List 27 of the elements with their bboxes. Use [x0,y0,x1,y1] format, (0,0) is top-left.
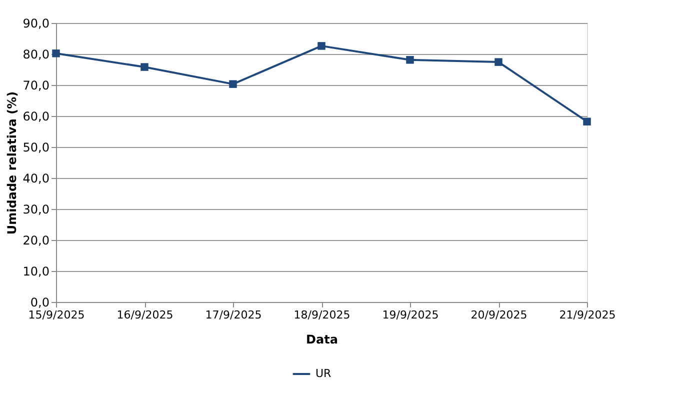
legend-label: UR [316,367,332,380]
point [140,63,148,71]
point [406,56,414,64]
x-tick-label: 17/9/2025 [205,308,262,322]
y-tick-label: 40,0 [22,172,50,186]
y-tick-label: 0,0 [30,296,50,310]
y-tick-label: 60,0 [22,110,50,124]
point [229,80,237,88]
x-axis-title: Data [306,332,338,346]
x-tick-label: 16/9/2025 [116,308,174,322]
y-tick-label: 80,0 [22,48,50,62]
point [318,42,326,50]
y-axis-title: Umidade relativa (%) [4,91,19,235]
y-tick-label: 90,0 [22,16,50,30]
y-tick-label: 10,0 [22,264,50,278]
x-tick-label: 20/9/2025 [470,308,528,322]
x-tick-label: 18/9/2025 [294,308,350,322]
point [583,118,591,126]
x-tick-label: 19/9/2025 [382,308,439,322]
y-tick-label: 30,0 [22,202,50,216]
y-tick-label: 50,0 [22,140,50,154]
point [52,50,60,58]
x-tick-label: 21/9/2025 [559,308,616,322]
y-tick-label: 20,0 [22,234,50,248]
point [494,58,502,66]
x-tick-label: 15/9/2025 [28,308,85,322]
y-tick-label: 70,0 [22,78,50,92]
